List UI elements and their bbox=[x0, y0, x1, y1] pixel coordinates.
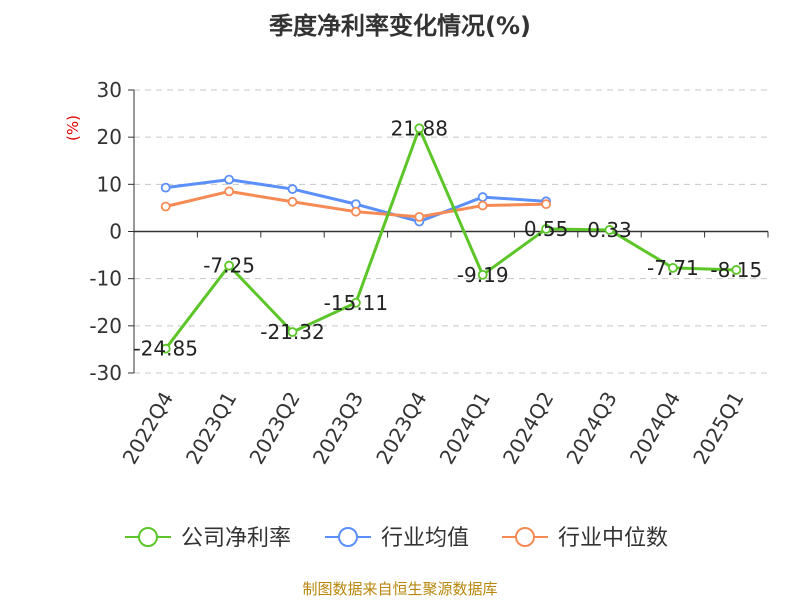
x-tick-label: 2022Q4 bbox=[118, 388, 178, 469]
data-point bbox=[287, 184, 298, 194]
data-label: -9.19 bbox=[457, 263, 509, 287]
y-tick-label: -20 bbox=[89, 314, 122, 338]
x-tick-label: 2023Q3 bbox=[308, 388, 368, 469]
data-point bbox=[350, 206, 361, 217]
legend-label: 行业中位数 bbox=[558, 526, 668, 551]
source-note: 制图数据来自恒生聚源数据库 bbox=[302, 580, 498, 598]
x-tick-label: 2024Q1 bbox=[435, 388, 495, 469]
data-point bbox=[287, 196, 298, 207]
data-point bbox=[541, 224, 551, 234]
data-point bbox=[160, 201, 171, 212]
data-label: -8.15 bbox=[710, 258, 762, 282]
y-tick-label: 30 bbox=[97, 78, 122, 102]
x-tick-label: 2024Q4 bbox=[625, 388, 685, 469]
x-tick-label: 2024Q3 bbox=[561, 388, 621, 469]
x-tick-label: 2023Q4 bbox=[371, 388, 431, 469]
y-tick-label: 10 bbox=[97, 172, 122, 196]
data-point bbox=[541, 199, 551, 210]
y-tick-label: -30 bbox=[89, 361, 122, 385]
x-tick-label: 2023Q1 bbox=[181, 388, 241, 469]
x-tick-label: 2025Q1 bbox=[688, 388, 748, 469]
data-point bbox=[160, 182, 171, 193]
data-label: -7.71 bbox=[647, 256, 699, 280]
legend-label: 公司净利率 bbox=[181, 526, 291, 551]
data-point bbox=[350, 297, 361, 308]
data-point bbox=[477, 269, 488, 280]
data-label: 21.88 bbox=[391, 116, 448, 140]
y-tick-label: -10 bbox=[89, 267, 122, 291]
data-point bbox=[160, 343, 171, 354]
data-point bbox=[224, 174, 235, 185]
data-point bbox=[224, 260, 235, 271]
chart-title: 季度净利率变化情况(%) bbox=[269, 12, 531, 40]
data-label: -15.11 bbox=[324, 291, 388, 315]
series-line bbox=[164, 126, 737, 350]
data-label: -21.32 bbox=[260, 320, 324, 344]
x-tick-label: 2023Q2 bbox=[244, 388, 304, 469]
data-point bbox=[414, 211, 425, 222]
data-point bbox=[287, 327, 298, 337]
x-tick-label: 2024Q2 bbox=[498, 388, 558, 469]
data-point bbox=[414, 123, 425, 134]
data-label: 0.33 bbox=[587, 218, 632, 242]
y-axis-label: (%) bbox=[64, 115, 82, 141]
legend-marker bbox=[515, 527, 535, 547]
legend-marker bbox=[138, 527, 158, 547]
y-tick-label: 20 bbox=[97, 125, 122, 149]
legend-label: 行业均值 bbox=[381, 526, 469, 551]
data-point bbox=[731, 265, 742, 275]
data-point bbox=[604, 225, 615, 235]
y-tick-label: 0 bbox=[109, 220, 122, 244]
data-label: -24.85 bbox=[133, 337, 197, 361]
legend-marker bbox=[338, 527, 358, 547]
data-point bbox=[668, 262, 678, 273]
data-point bbox=[477, 192, 488, 202]
data-label: -7.25 bbox=[203, 254, 255, 278]
data-point bbox=[477, 200, 488, 211]
data-point bbox=[224, 186, 235, 197]
data-label: 0.55 bbox=[524, 217, 569, 241]
